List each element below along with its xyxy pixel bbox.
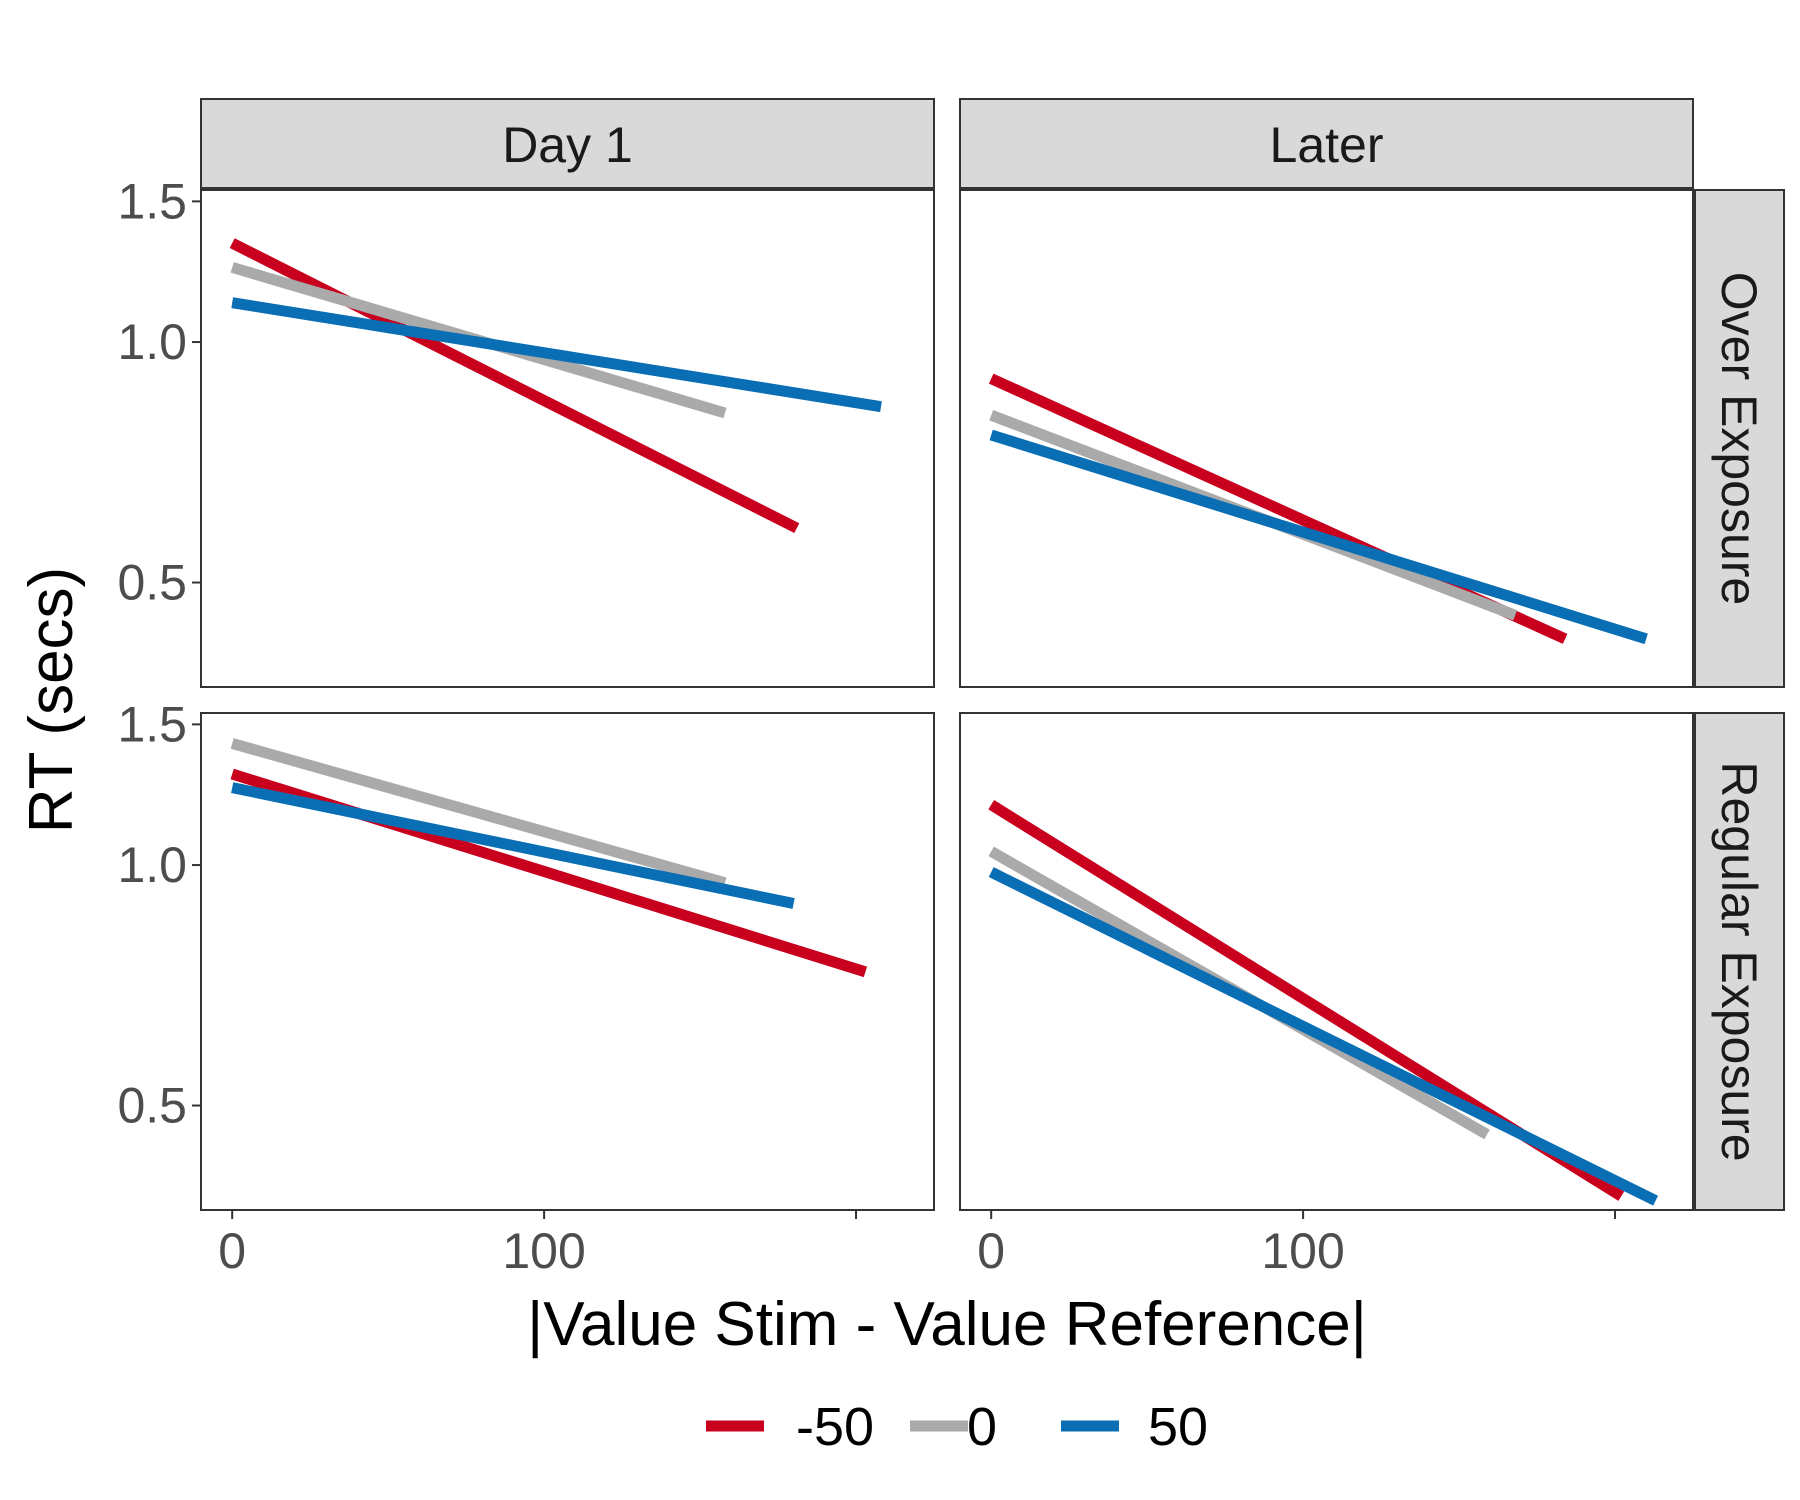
row-strip-over-exposure-background <box>1694 189 1785 688</box>
legend-item-minus-50: -50 <box>706 1397 874 1457</box>
panel-later-regular-exposure <box>959 712 1694 1211</box>
panel-day-1-regular-exposure-border <box>200 712 935 1211</box>
y-tick-label-row1-1.0: 1.0 <box>117 314 187 370</box>
panel-day-1-over-exposure <box>200 189 935 688</box>
x-tick-label-col1-0: 0 <box>218 1223 246 1279</box>
y-tick-label-row1-1.5: 1.5 <box>117 173 187 229</box>
x-tick-label-col2-100: 100 <box>1261 1223 1344 1279</box>
x-tick-label-col2-0: 0 <box>977 1223 1005 1279</box>
panel-day-1-over-exposure-border <box>200 189 935 688</box>
column-strip-day-1-label: Day 1 <box>502 117 633 173</box>
panel-day-1-regular-exposure-series-0-line <box>230 738 727 889</box>
y-axes: 0.5 1.0 1.5 0.5 1.0 1.5 <box>117 173 201 1134</box>
panel-day-1-over-exposure-series-50-line <box>231 297 882 413</box>
column-strip-day-1: Day 1 <box>200 98 935 189</box>
x-axes: 0 100 0 100 <box>218 1210 1617 1279</box>
panel-day-1-over-exposure-background <box>201 190 934 687</box>
panel-later-over-exposure-series-50-line <box>989 429 1648 645</box>
legend-label-50: 50 <box>1148 1397 1208 1457</box>
y-tick-label-row2-0.5: 0.5 <box>117 1078 187 1134</box>
column-strip-day-1-background <box>200 98 935 189</box>
panel-later-over-exposure-border <box>959 189 1694 688</box>
y-tick-label-row2-1.5: 1.5 <box>117 696 187 752</box>
panel-later-over-exposure <box>959 189 1694 688</box>
legend-item-0: 0 <box>910 1397 997 1457</box>
row-strip-regular-exposure-label: Regular Exposure <box>1711 761 1767 1161</box>
legend-label-minus-50: -50 <box>796 1397 874 1457</box>
panel-later-over-exposure-background <box>960 190 1693 687</box>
panels <box>200 189 1694 1211</box>
panel-day-1-regular-exposure-series-50-line <box>231 782 795 909</box>
panel-day-1-regular-exposure-background <box>201 713 934 1210</box>
y-tick-label-row2-1.0: 1.0 <box>117 837 187 893</box>
column-strip-later-background <box>959 98 1694 189</box>
column-strip-later-label: Later <box>1270 117 1384 173</box>
panel-later-regular-exposure-border <box>959 712 1694 1211</box>
panel-later-regular-exposure-series-50-line <box>988 867 1659 1206</box>
row-strip-over-exposure-label: Over Exposure <box>1711 272 1767 605</box>
row-strip-regular-exposure-background <box>1694 712 1785 1211</box>
panel-later-regular-exposure-background <box>960 713 1693 1210</box>
column-strip-later: Later <box>959 98 1694 189</box>
row-strip-over-exposure: Over Exposure <box>1694 189 1785 688</box>
x-axis-title: |Value Stim - Value Reference| <box>527 1290 1367 1359</box>
row-strip-regular-exposure: Regular Exposure <box>1694 712 1785 1211</box>
y-axis-title: RT (secs) <box>17 567 86 833</box>
legend: -50 0 50 <box>706 1397 1208 1457</box>
y-tick-label-row1-0.5: 0.5 <box>117 555 187 611</box>
legend-label-0: 0 <box>967 1397 997 1457</box>
x-tick-label-col1-100: 100 <box>502 1223 585 1279</box>
legend-item-50: 50 <box>1061 1397 1208 1457</box>
panel-day-1-regular-exposure <box>200 712 935 1211</box>
